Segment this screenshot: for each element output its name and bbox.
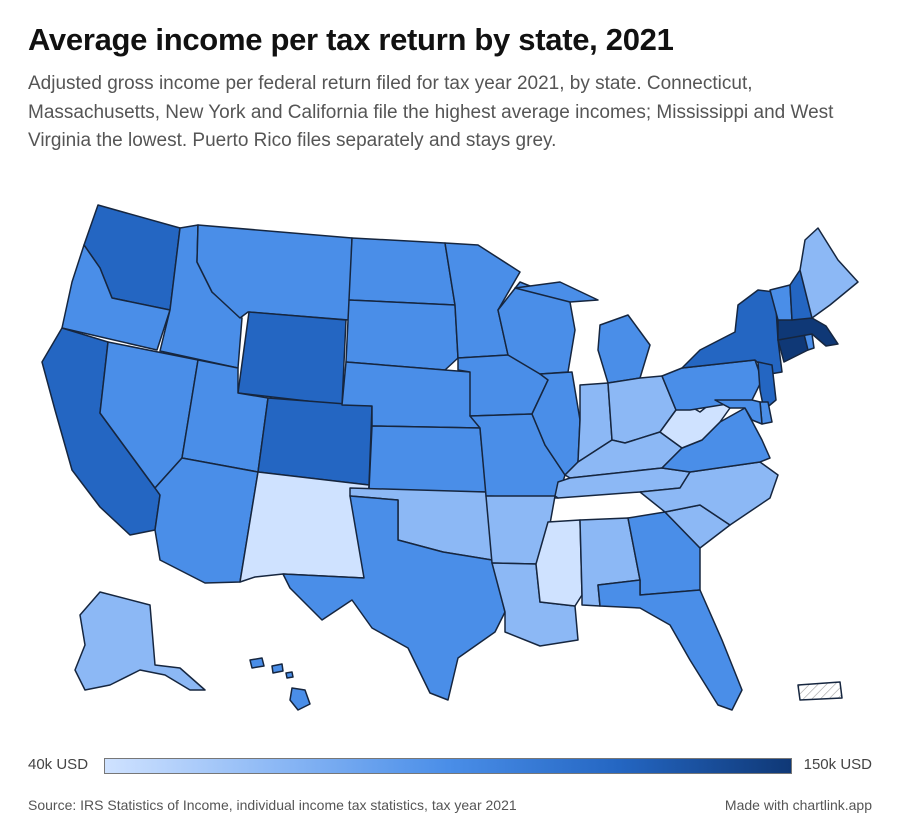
state-new-york[interactable]	[681, 289, 783, 375]
state-maryland[interactable]	[714, 399, 763, 425]
legend-gradient-bar	[104, 758, 792, 774]
state-wisconsin[interactable]	[497, 281, 576, 375]
legend-max-label: 150k USD	[803, 756, 872, 773]
color-legend: 40k USD 150k USD	[28, 755, 878, 779]
state-wyoming[interactable]	[237, 311, 347, 406]
state-florida[interactable]	[597, 579, 743, 711]
state-hawaii[interactable]	[249, 657, 311, 711]
state-new-jersey[interactable]	[757, 361, 777, 411]
legend-min-label: 40k USD	[28, 756, 89, 773]
chart-title: Average income per tax return by state, …	[28, 22, 674, 57]
state-alaska[interactable]	[74, 591, 206, 691]
source-note: Source: IRS Statistics of Income, indivi…	[28, 797, 517, 813]
state-maine[interactable]	[799, 227, 859, 319]
state-south-dakota[interactable]	[345, 299, 459, 371]
state-colorado[interactable]	[257, 397, 373, 486]
state-texas[interactable]	[282, 495, 506, 701]
us-choropleth-map	[41, 204, 859, 711]
puerto-rico[interactable]	[797, 681, 843, 701]
state-kansas[interactable]	[368, 425, 487, 493]
state-north-dakota[interactable]	[348, 237, 456, 306]
state-massachusetts[interactable]	[777, 317, 839, 347]
made-with-credit: Made with chartlink.app	[724, 797, 872, 813]
chart-subtitle: Adjusted gross income per federal return…	[28, 73, 834, 151]
state-oregon[interactable]	[61, 244, 171, 351]
